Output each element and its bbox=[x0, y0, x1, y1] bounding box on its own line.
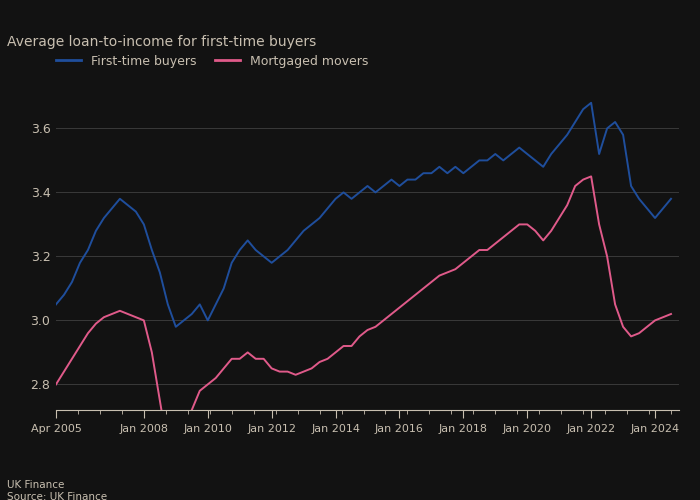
Legend: First-time buyers, Mortgaged movers: First-time buyers, Mortgaged movers bbox=[56, 54, 369, 68]
Text: UK Finance
Source: UK Finance: UK Finance Source: UK Finance bbox=[7, 480, 107, 500]
Text: Average loan-to-income for first-time buyers: Average loan-to-income for first-time bu… bbox=[7, 35, 316, 49]
